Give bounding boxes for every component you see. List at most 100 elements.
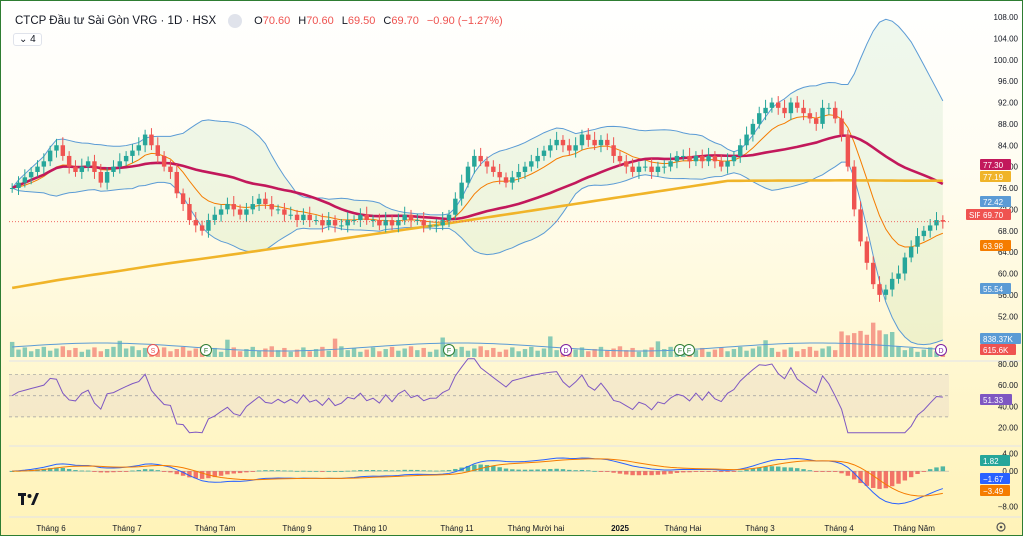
- macd-histogram-bar: [130, 470, 135, 472]
- time-axis-label: Tháng 6: [36, 524, 66, 533]
- candle: [687, 147, 692, 169]
- macd-histogram-bar: [858, 471, 863, 484]
- candle-body: [402, 214, 407, 221]
- candle: [320, 213, 325, 233]
- candle: [700, 149, 705, 169]
- candle-body: [364, 214, 369, 221]
- volume-bar: [288, 351, 293, 357]
- volume-bar: [497, 351, 502, 357]
- candle-body: [130, 150, 135, 156]
- candle: [358, 208, 363, 228]
- volume-bar: [573, 349, 578, 357]
- candle: [263, 192, 268, 209]
- time-axis-label: Tháng 4: [824, 524, 854, 533]
- candle-body: [807, 113, 813, 119]
- macd-histogram-bar: [491, 466, 496, 472]
- indicators-collapse-button[interactable]: ⌄ 4: [13, 33, 42, 46]
- macd-histogram-bar: [927, 469, 933, 472]
- candle: [832, 101, 838, 124]
- event-marker: F: [200, 344, 212, 356]
- candle-body: [187, 204, 192, 221]
- macd-histogram-bar: [320, 471, 325, 472]
- candle: [415, 213, 420, 225]
- volume-bar: [9, 341, 15, 357]
- macd-histogram-bar: [889, 471, 895, 487]
- candle: [199, 220, 205, 236]
- volume-bar: [870, 322, 876, 357]
- macd-histogram-bar: [60, 467, 66, 472]
- price-tick-label: 108.00: [994, 13, 1019, 22]
- macd-histogram-bar: [326, 471, 331, 472]
- candle: [598, 135, 604, 153]
- change-value: −0.90 (−1.27%): [426, 15, 503, 27]
- candle-body: [927, 225, 933, 231]
- candle-body: [573, 145, 578, 151]
- candle: [16, 176, 21, 195]
- tradingview-logo-icon[interactable]: [18, 491, 40, 507]
- candle-body: [674, 155, 680, 162]
- volume-bar: [244, 349, 249, 357]
- macd-tick-label: 0.00: [1002, 467, 1018, 476]
- volume-bar: [187, 350, 192, 357]
- candle-body: [567, 145, 572, 151]
- volume-bar: [643, 349, 648, 357]
- chevron-down-icon: ⌄: [19, 34, 31, 45]
- volume-bar: [104, 349, 110, 357]
- candle-body: [218, 209, 224, 215]
- candle-body: [377, 220, 382, 226]
- volume-bar: [655, 341, 661, 357]
- volume-bar: [908, 347, 914, 357]
- event-marker-label: D: [563, 348, 568, 355]
- volume-bar: [579, 347, 585, 357]
- macd-histogram-bar: [940, 466, 946, 472]
- price-tick-label: 96.00: [998, 77, 1019, 86]
- volume-bar: [921, 349, 927, 357]
- symbol-title[interactable]: CTCP Đầu tư Sài Gòn VRG · 1D · HSX: [15, 15, 217, 27]
- candle-body: [180, 193, 186, 205]
- candle: [776, 96, 781, 115]
- macd-histogram-bar: [345, 470, 350, 472]
- macd-histogram-bar: [79, 470, 85, 472]
- event-marker: D: [560, 344, 572, 356]
- candle-body: [687, 155, 692, 162]
- gear-icon[interactable]: [996, 522, 1006, 532]
- price-axis-badge-bg: [980, 240, 1011, 251]
- macd-histogram-bar: [313, 470, 319, 472]
- volume-bar: [136, 350, 142, 357]
- candle: [567, 138, 572, 156]
- price-tick-label: 56.00: [998, 291, 1019, 300]
- candle: [497, 163, 502, 185]
- candle-body: [22, 177, 28, 183]
- volume-bar: [851, 333, 857, 357]
- macd-histogram-bar: [757, 467, 762, 472]
- event-marker: F: [674, 344, 686, 356]
- candle: [98, 163, 104, 188]
- volume-bar: [117, 340, 123, 357]
- macd-histogram-bar: [807, 470, 813, 472]
- volume-bar: [484, 350, 490, 357]
- candle-body: [237, 209, 243, 215]
- candle: [908, 240, 914, 263]
- macd-histogram-bar: [358, 470, 363, 472]
- macd-histogram-bar: [465, 465, 471, 472]
- candle-body: [332, 220, 338, 226]
- candle: [630, 158, 635, 177]
- volume-bar: [693, 350, 699, 357]
- event-marker: D: [935, 344, 947, 356]
- candle: [681, 149, 686, 161]
- candle-body: [832, 107, 838, 119]
- price-axis-badge-label: 77.30: [983, 161, 1004, 170]
- candle: [117, 153, 123, 174]
- candle-body: [98, 171, 104, 183]
- candle: [883, 284, 889, 300]
- candle-body: [763, 107, 768, 114]
- eye-icon[interactable]: [228, 14, 243, 28]
- candle: [161, 151, 167, 172]
- macd-histogram-bar: [332, 471, 338, 472]
- candle: [693, 151, 699, 167]
- open-value: 70.60: [262, 15, 291, 27]
- time-axis-label: Tháng 11: [440, 524, 474, 533]
- candle-body: [41, 161, 47, 167]
